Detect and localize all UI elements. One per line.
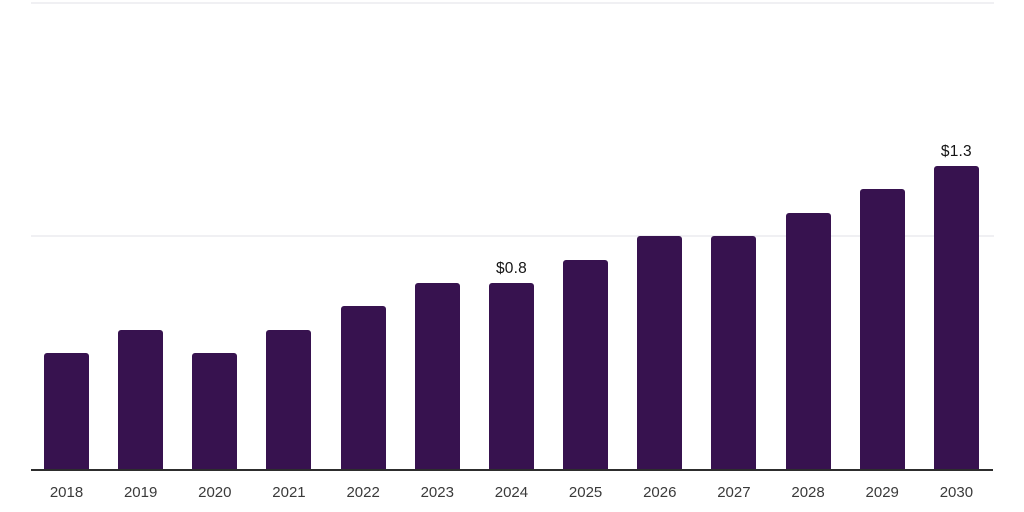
x-tick-label-2030: 2030 — [939, 484, 974, 501]
bar-slot-2018 — [44, 0, 89, 470]
bar-value-label-2024: $0.8 — [495, 260, 527, 277]
gridline-2 — [31, 1, 994, 4]
x-tick-label-2027: 2027 — [717, 484, 751, 501]
bar-2020 — [192, 353, 238, 470]
x-tick-label-2025: 2025 — [568, 484, 603, 501]
bar-slot-2019 — [118, 0, 164, 470]
x-tick-label-2022: 2022 — [346, 484, 380, 501]
bar-slot-2025 — [563, 0, 609, 470]
bar-2019 — [118, 330, 164, 470]
x-tick-label-2019: 2019 — [123, 484, 158, 501]
bar-2023 — [414, 283, 460, 470]
bar-2024 — [488, 283, 534, 470]
bar-2029 — [859, 189, 905, 470]
x-axis-labels: 2018 2019 2020 2021 2022 2023 2024 2025 2026 2027… — [44, 484, 979, 501]
bar-2021 — [266, 330, 312, 470]
bar-slot-2024: $0.8 — [488, 0, 534, 470]
gridline-1 — [31, 235, 994, 238]
x-tick-label-2018: 2018 — [49, 484, 84, 501]
bar-2022 — [340, 306, 386, 470]
bar-2030 — [933, 166, 979, 470]
bars-container: $0.8 $1.3 — [44, 0, 979, 470]
bar-slot-2027 — [711, 0, 757, 470]
bar-slot-2022 — [340, 0, 386, 470]
bar-slot-2023 — [414, 0, 460, 470]
bar-slot-2030: $1.3 — [933, 0, 979, 470]
bar-2025 — [563, 260, 609, 470]
x-tick-label-2026: 2026 — [643, 484, 677, 501]
x-tick-label-2023: 2023 — [420, 484, 454, 501]
x-tick-label-2021: 2021 — [272, 484, 306, 501]
bar-slot-2021 — [266, 0, 312, 470]
bar-2018 — [44, 353, 89, 470]
bar-2026 — [637, 236, 683, 470]
bar-slot-2026 — [637, 0, 683, 470]
x-tick-label-2029: 2029 — [865, 484, 899, 501]
bar-slot-2029 — [859, 0, 905, 470]
bar-2027 — [711, 236, 757, 470]
x-tick-label-2024: 2024 — [494, 484, 529, 501]
x-tick-label-2028: 2028 — [791, 484, 825, 501]
x-axis-line — [31, 469, 993, 471]
bar-slot-2020 — [192, 0, 238, 470]
bar-slot-2028 — [785, 0, 831, 470]
bar-value-label-2030: $1.3 — [940, 143, 972, 160]
x-tick-label-2020: 2020 — [198, 484, 232, 501]
bar-2028 — [785, 213, 831, 470]
